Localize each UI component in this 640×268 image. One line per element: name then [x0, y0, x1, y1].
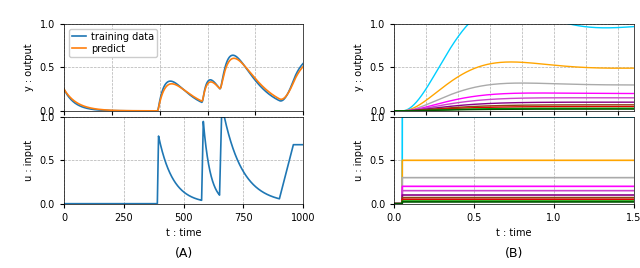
- X-axis label: t : time: t : time: [166, 228, 202, 238]
- X-axis label: t : time: t : time: [496, 228, 532, 238]
- predict: [60, 88, 68, 91]
- Y-axis label: y : output: y : output: [355, 44, 364, 91]
- training data: [107, 109, 115, 112]
- training data: [70, 100, 77, 104]
- training data: [60, 88, 68, 91]
- predict: [154, 109, 161, 113]
- training data: [177, 86, 185, 89]
- predict: [70, 99, 77, 102]
- training data: [154, 109, 161, 113]
- predict: [107, 109, 115, 112]
- training data: [287, 86, 294, 89]
- Text: (B): (B): [505, 247, 523, 260]
- predict: [74, 102, 82, 105]
- predict: [177, 86, 185, 90]
- Line: training data: training data: [64, 55, 303, 111]
- Y-axis label: u : input: u : input: [24, 140, 34, 181]
- training data: [300, 62, 307, 65]
- training data: [61, 90, 69, 93]
- predict: [230, 57, 238, 60]
- Text: (A): (A): [175, 247, 193, 260]
- training data: [74, 103, 82, 107]
- predict: [287, 87, 294, 90]
- Legend: training data, predict: training data, predict: [69, 29, 157, 57]
- predict: [300, 65, 307, 68]
- predict: [61, 89, 69, 92]
- Y-axis label: u : input: u : input: [355, 140, 364, 181]
- Line: predict: predict: [64, 58, 303, 111]
- Y-axis label: y : output: y : output: [24, 44, 34, 91]
- training data: [229, 54, 237, 57]
